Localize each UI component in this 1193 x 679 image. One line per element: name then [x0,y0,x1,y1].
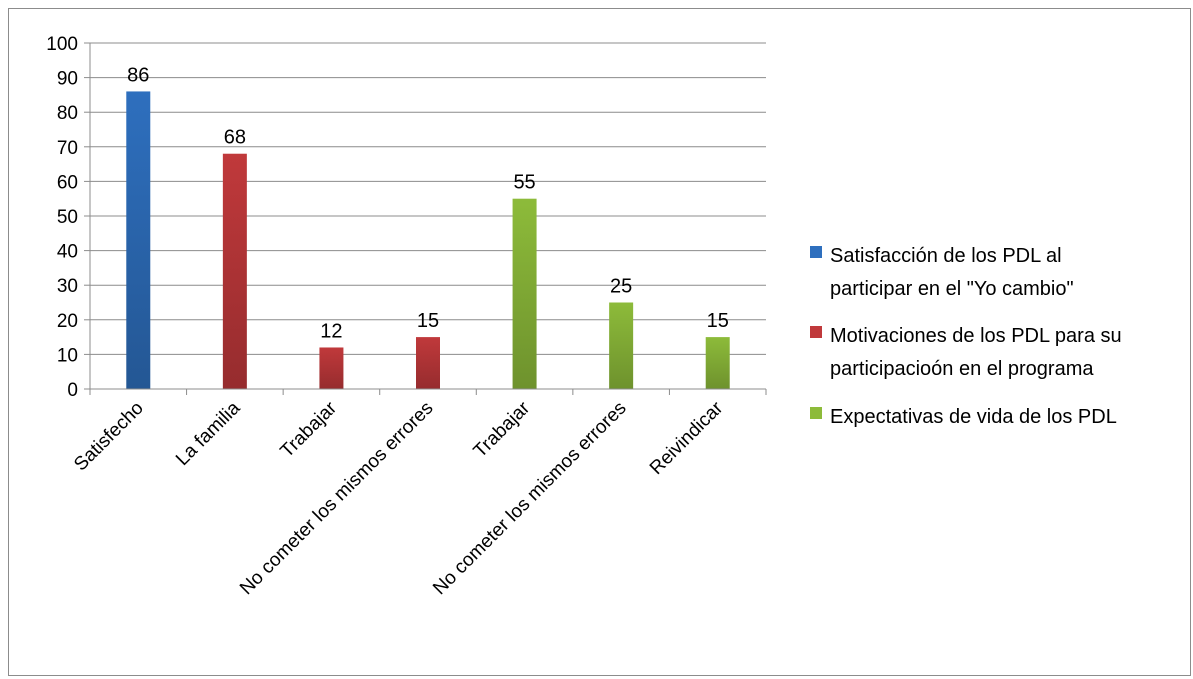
y-axis: 0 10 20 30 40 50 60 70 80 90 100 [46,34,91,401]
bar [319,347,344,389]
y-tick-label: 70 [57,138,78,159]
data-label: 86 [127,64,149,86]
y-tick-label: 90 [57,69,78,90]
y-tick-label: 30 [57,276,78,297]
bar [609,302,634,389]
legend-label: Expectativas de vida de los PDL [830,406,1117,428]
legend-swatch [810,246,822,258]
y-tick-label: 40 [57,242,78,263]
legend-label: Motivaciones de los PDL para su [830,325,1122,347]
bar [705,337,730,389]
legend-swatch [810,326,822,338]
bar [512,198,537,389]
bars: 86 68 12 15 55 25 15 [126,64,730,389]
y-tick-label: 60 [57,172,78,193]
chart-frame [8,8,1191,676]
y-tick-label: 80 [57,103,78,124]
bar [222,153,247,389]
y-tick-label: 0 [67,380,78,401]
y-tick-label: 50 [57,207,78,228]
x-tick-label: Satisfecho [70,398,148,476]
y-tick-label: 20 [57,311,78,332]
x-tick-label: Trabajar [277,397,342,462]
data-label: 68 [224,127,246,149]
x-tick-label: Reivindicar [646,397,728,479]
data-label: 12 [320,320,342,342]
legend-label: Satisfacción de los PDL al [830,245,1062,267]
legend-label: participacioón en el programa [830,358,1094,380]
legend-swatch [810,407,822,419]
y-tick-label: 100 [46,34,78,55]
y-tick-label: 10 [57,345,78,366]
bar [126,91,151,389]
x-tick-label: Trabajar [470,397,535,462]
data-label: 25 [610,276,632,298]
x-tick-label: No cometer los mismos errores [429,398,630,599]
legend: Satisfacción de los PDL al participar en … [810,245,1122,428]
data-label: 15 [417,310,439,332]
x-tick-label: No cometer los mismos errores [236,398,437,599]
data-label: 15 [707,310,729,332]
x-tick-label: La familia [172,397,245,470]
bar [416,337,440,389]
data-label: 55 [513,172,535,194]
legend-label: participar en el "Yo cambio" [830,278,1074,300]
